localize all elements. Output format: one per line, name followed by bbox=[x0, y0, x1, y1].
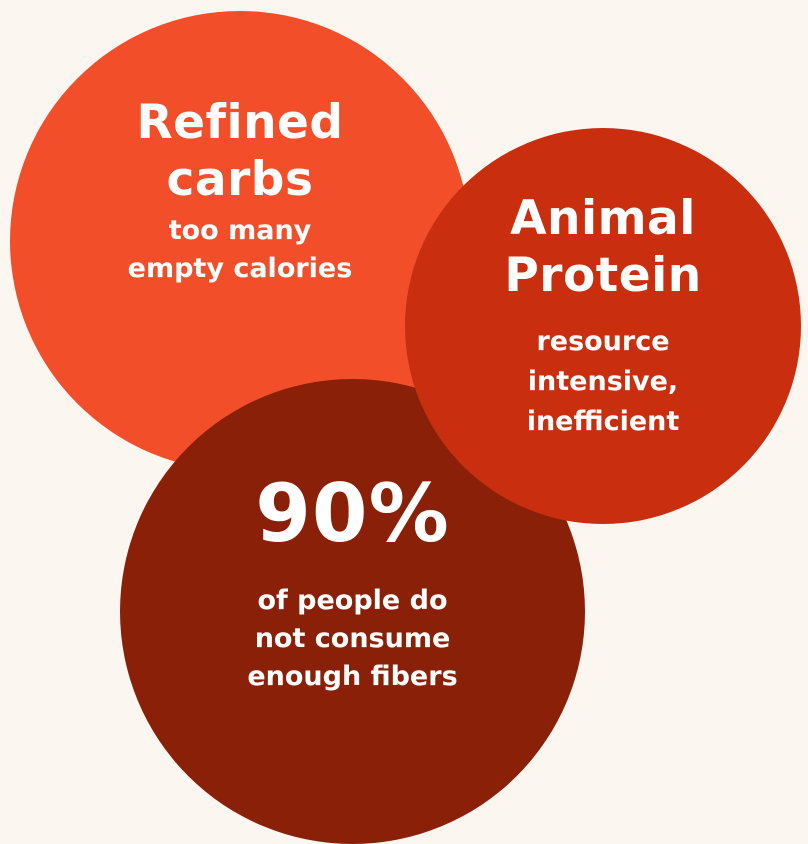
refined-carbs-description: too many empty calories bbox=[128, 212, 353, 288]
refined-carbs-title-line-1: Refined bbox=[136, 95, 344, 150]
refined-carbs-description-line-1: too many bbox=[168, 215, 312, 246]
animal-protein-title: Animal Protein bbox=[504, 190, 701, 304]
fibers-stat: 90% bbox=[255, 466, 450, 560]
animal-protein-circle: Animal Protein resource intensive, ineff… bbox=[405, 128, 801, 524]
fibers-circle: 90% of people do not consume enough fibe… bbox=[120, 379, 585, 844]
fibers-description-line-3: enough fibers bbox=[247, 660, 458, 692]
fibers-description-line-2: not consume bbox=[254, 622, 451, 654]
fibers-description-line-1: of people do bbox=[257, 584, 448, 616]
fibers-description: of people do not consume enough fibers bbox=[247, 582, 457, 696]
refined-carbs-description-line-2: empty calories bbox=[127, 253, 353, 284]
animal-protein-title-line-2: Protein bbox=[504, 248, 702, 303]
refined-carbs-circle: Refined carbs too many empty calories bbox=[10, 11, 470, 471]
animal-protein-description-line-1: resource bbox=[536, 326, 670, 357]
animal-protein-title-line-1: Animal bbox=[510, 191, 696, 246]
animal-protein-description: resource intensive, inefficient bbox=[527, 322, 680, 442]
animal-protein-description-line-2: intensive, bbox=[527, 366, 679, 397]
refined-carbs-title: Refined carbs bbox=[136, 94, 343, 208]
refined-carbs-title-line-2: carbs bbox=[166, 152, 314, 207]
animal-protein-description-line-3: inefficient bbox=[526, 406, 680, 437]
